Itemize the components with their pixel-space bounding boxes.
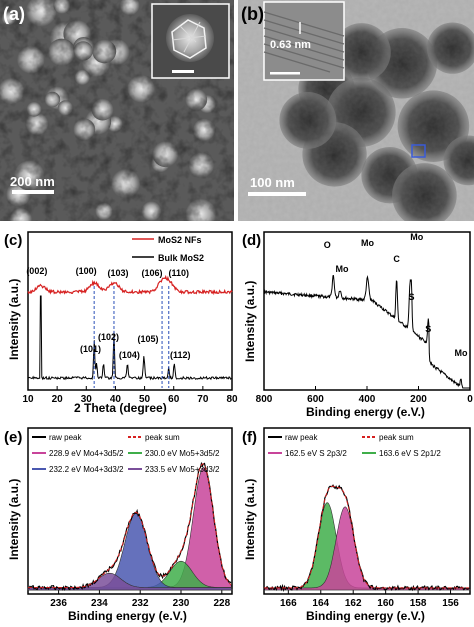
panel-c-label: (c) — [4, 232, 22, 249]
c-xlabel: 2 Theta (degree) — [74, 401, 167, 415]
c-tick-label: 50 — [139, 394, 151, 405]
d-peak-label: Mo — [335, 264, 348, 274]
panel-c-xrd-chart: (c) Intensity (a.u.) 2 Theta (degree) 10… — [4, 231, 238, 415]
c-legend: MoS2 NFs Bulk MoS2 — [132, 235, 204, 263]
d-tick-label: 800 — [256, 394, 273, 405]
sem-inset — [151, 3, 230, 79]
e-legend: raw peak peak sum 228.9 eV Mo4+3d5/2 230.0 … — [32, 433, 220, 474]
lattice-spacing-label: 0.63 nm — [270, 39, 311, 51]
c-tick-label: 80 — [226, 394, 238, 405]
c-tick-label: 60 — [168, 394, 180, 405]
c-peak-label-bulk: (104) — [119, 350, 140, 360]
c-tick-label: 30 — [81, 394, 93, 405]
c-peak-label: (103) — [107, 268, 128, 278]
legend-entry: raw peak — [49, 433, 82, 442]
panel-b-tem-image: 0.63 nm (b) 100 nm — [238, 0, 474, 221]
tem-inset: 0.63 nm — [263, 1, 345, 81]
f-tick-label: 166 — [280, 598, 297, 609]
d-tick-label: 0 — [467, 394, 473, 405]
c-peak-label: (106) — [142, 268, 163, 278]
d-peak-label: Mo — [361, 238, 374, 248]
panel-f-s2p-chart: (f) Intensity (a.u.) Binding energy (e.V… — [242, 427, 471, 623]
c-peak-label: (002) — [26, 266, 47, 276]
panel-b-label: (b) — [241, 4, 264, 24]
e-xlabel: Binding energy (e.V.) — [68, 609, 187, 623]
f-tick-label: 158 — [410, 598, 427, 609]
c-peak-label-bulk: (112) — [170, 350, 191, 360]
d-peak-label: Mo — [454, 348, 467, 358]
legend-entry: 230.0 eV Mo5+3d5/2 — [145, 449, 220, 458]
selection-box — [411, 144, 426, 158]
c-peak-label-bulk: (105) — [137, 334, 158, 344]
legend-entry: 233.5 eV Mo5+3d3/2 — [145, 465, 220, 474]
legend-entry: peak sum — [379, 433, 414, 442]
c-tick-label: 70 — [197, 394, 209, 405]
raw-peak-line — [263, 484, 470, 593]
f-ylabel: Intensity (a.u.) — [243, 479, 257, 560]
panel-d-label: (d) — [242, 232, 261, 249]
d-ylabel: Intensity (a.u.) — [243, 281, 257, 362]
c-tick-label: 20 — [52, 394, 64, 405]
panel-e-label: (e) — [4, 429, 22, 446]
c-series-bulk — [27, 295, 233, 381]
legend-entry: raw peak — [285, 433, 318, 442]
panel-a-label: (a) — [3, 4, 25, 24]
panel-d-xps-survey-chart: (d) Intensity (a.u.) Binding energy (e.V… — [242, 231, 473, 419]
c-peak-label: (100) — [76, 266, 97, 276]
peak-sum-line — [264, 485, 469, 589]
d-series-survey — [263, 274, 470, 389]
f-tick-label: 156 — [442, 598, 459, 609]
f-tick-label: 164 — [312, 598, 329, 609]
f-tick-label: 162 — [345, 598, 362, 609]
legend-entry: 228.9 eV Mo4+3d5/2 — [49, 449, 124, 458]
c-ylabel: Intensity (a.u.) — [7, 279, 21, 360]
inset-scalebar — [172, 70, 194, 73]
d-tick-label: 200 — [410, 394, 427, 405]
legend-entry: 232.2 eV Mo4+3d3/2 — [49, 465, 124, 474]
legend-entry: peak sum — [145, 433, 180, 442]
c-legend-bulk: Bulk MoS2 — [158, 253, 204, 263]
panel-a-sem-image: (a) 200 nm — [0, 0, 234, 221]
e-ylabel: Intensity (a.u.) — [7, 479, 21, 560]
c-peak-label-bulk: (102) — [98, 332, 119, 342]
scalebar-a-label: 200 nm — [10, 174, 55, 189]
c-series-nfs — [27, 274, 233, 296]
legend-entry: 163.6 eV S 2p1/2 — [379, 449, 441, 458]
d-tick-label: 400 — [359, 394, 376, 405]
legend-entry: 162.5 eV S 2p3/2 — [285, 449, 347, 458]
panel-e-mo3d-chart: (e) Intensity (a.u.) Binding energy (e.V… — [4, 427, 233, 623]
d-peak-label: O — [324, 240, 331, 250]
f-xlabel: Binding energy (e.V.) — [306, 609, 425, 623]
c-peak-label: (110) — [169, 268, 190, 278]
scalebar-b-label: 100 nm — [250, 175, 295, 190]
e-tick-label: 234 — [91, 598, 108, 609]
d-peak-label: S — [409, 292, 415, 302]
d-peak-label: C — [393, 254, 400, 264]
inset-scalebar-b — [270, 72, 300, 75]
e-tick-label: 230 — [173, 598, 190, 609]
d-peak-label: Mo — [410, 232, 423, 242]
e-tick-label: 228 — [213, 598, 230, 609]
c-legend-nfs: MoS2 NFs — [158, 235, 202, 245]
panel-f-label: (f) — [242, 429, 257, 446]
peak-sum-line — [28, 463, 232, 589]
f-legend: raw peak peak sum 162.5 eV S 2p3/2 163.6 eV… — [268, 433, 441, 458]
e-tick-label: 232 — [132, 598, 149, 609]
d-tick-label: 600 — [307, 394, 324, 405]
d-xlabel: Binding energy (e.V.) — [306, 405, 425, 419]
scalebar-a — [12, 190, 54, 194]
c-peak-label-bulk: (101) — [80, 344, 101, 354]
scalebar-b — [248, 192, 306, 196]
e-tick-label: 236 — [50, 598, 67, 609]
c-tick-label: 40 — [110, 394, 122, 405]
c-tick-label: 10 — [22, 394, 34, 405]
f-tick-label: 160 — [377, 598, 394, 609]
d-peak-label: S — [425, 324, 431, 334]
